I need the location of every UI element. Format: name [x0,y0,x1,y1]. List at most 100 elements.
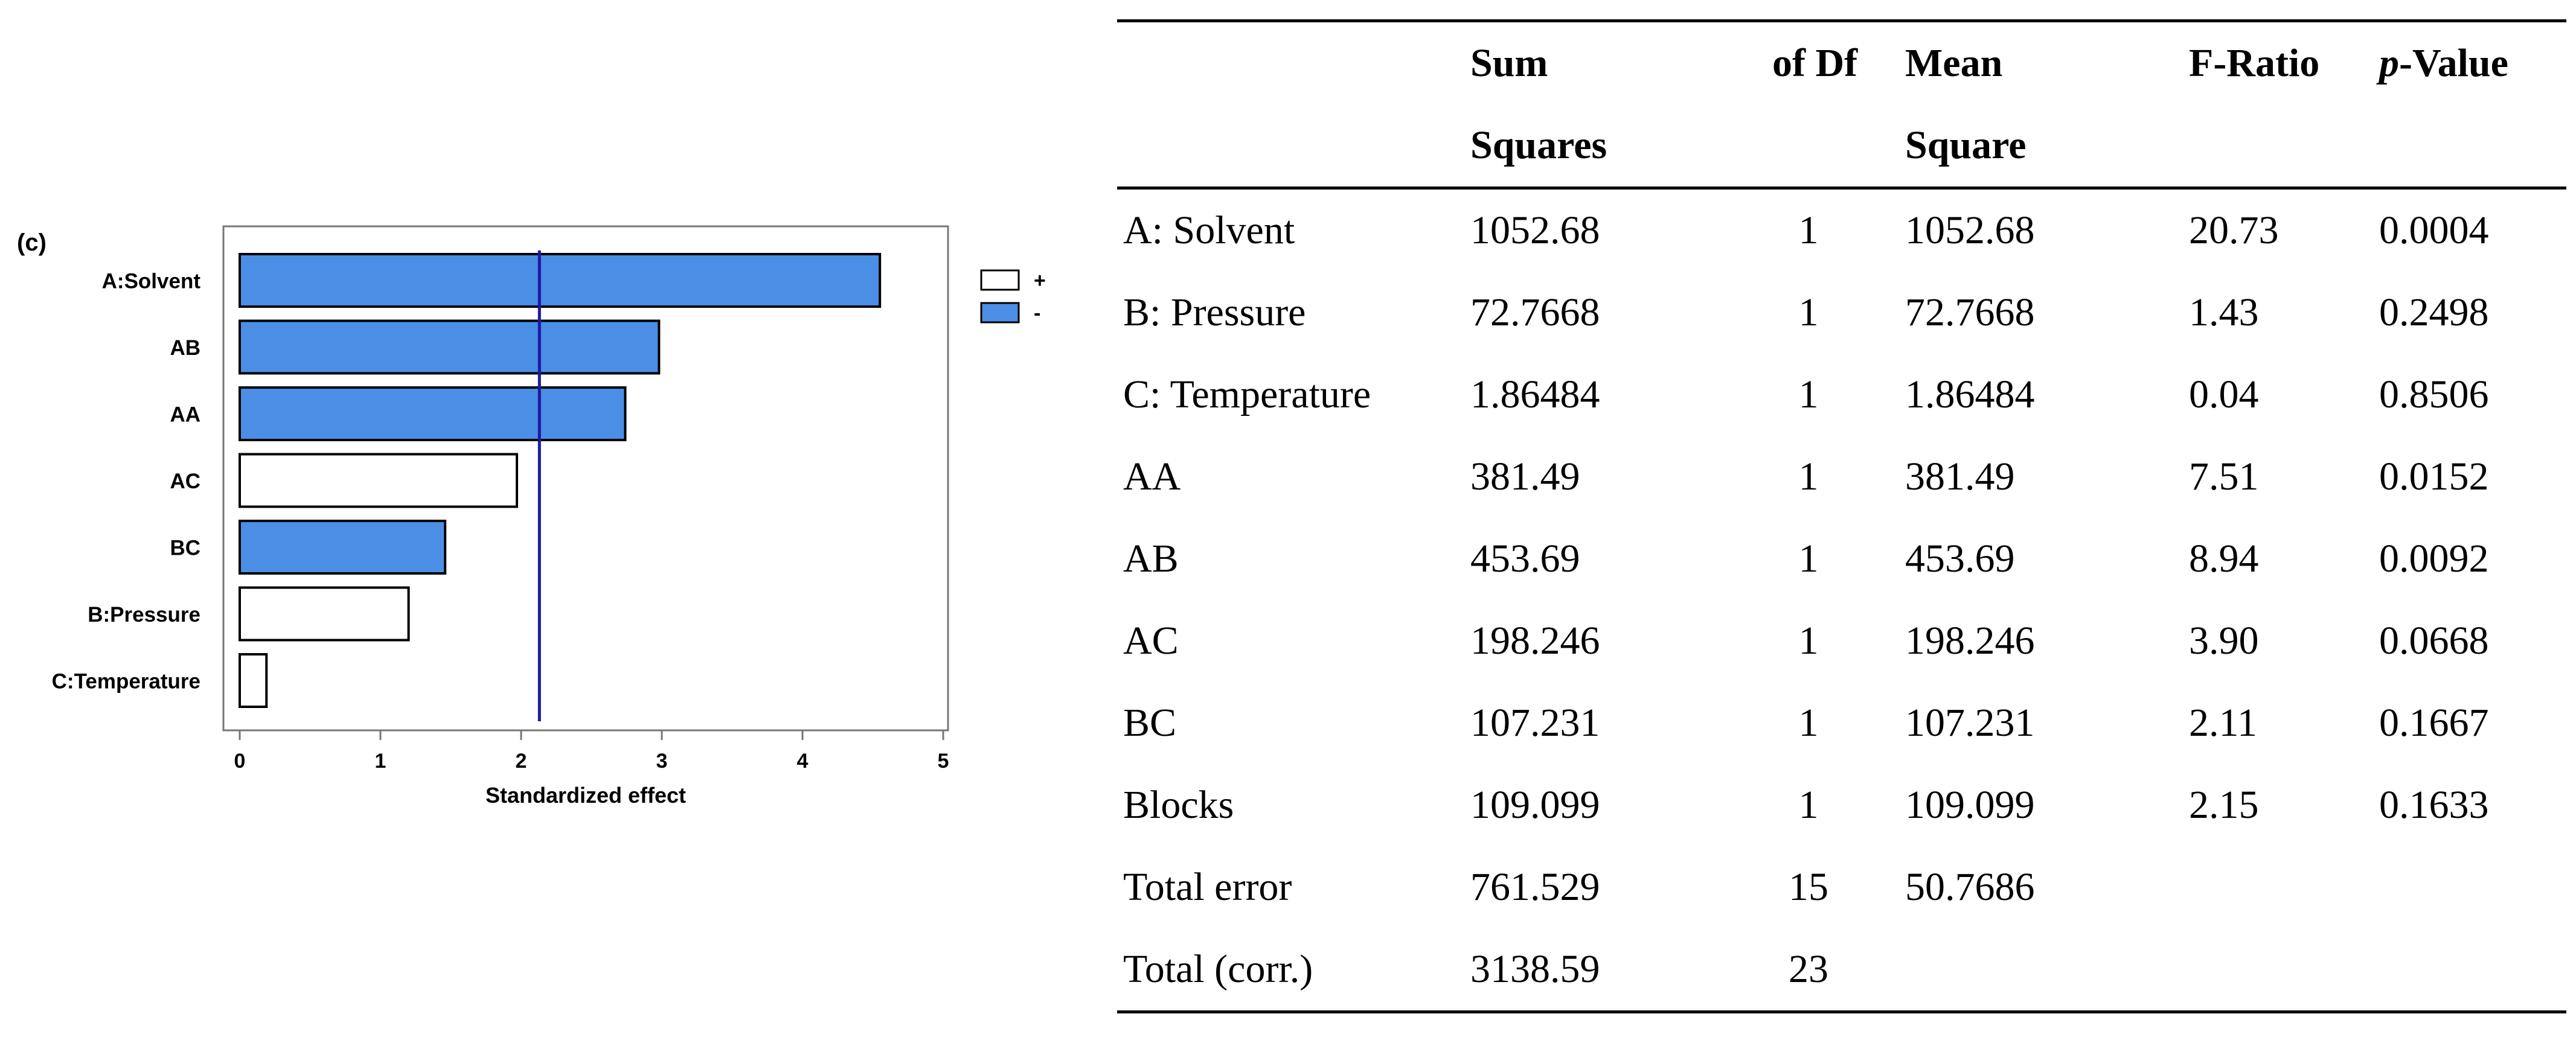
bar [239,586,410,642]
source-cell: BC [1123,701,1177,745]
x-axis-label: Standardized effect [485,783,686,808]
p-value-cell [2373,846,2566,928]
category-label: BC [170,537,200,560]
mean-square-cell: 381.49 [1905,455,2015,499]
f-ratio-cell: 20.73 [2189,208,2279,252]
sum-squares-cell: 109.099 [1470,783,1600,827]
sum-squares-cell: 72.7668 [1470,290,1600,334]
p-value-cell: 0.0004 [2379,208,2489,252]
anova-table-body: A: Solvent 1052.68 1 1052.68 20.73 0.0004 B: P… [1117,188,2566,1013]
f-ratio-cell: 8.94 [2189,537,2259,581]
plot-frame [222,225,949,732]
header-p-rest: -Value [2399,41,2508,85]
x-tick-label: 1 [375,750,386,773]
header-p-italic: p [2379,41,2399,85]
legend-positive-swatch [980,269,1020,291]
df-cell: 1 [1798,372,1819,416]
header-square: Square [1899,104,2183,190]
df-cell: 23 [1718,928,1899,1013]
table-row: Total error 761.529 15 50.7686 [1117,846,2566,928]
panel-label: (c) [17,229,46,256]
p-value-cell [2373,928,2566,1013]
category-label: B:Pressure [88,603,200,627]
bar [239,386,627,441]
f-ratio-cell: 1.43 [2189,290,2259,334]
sum-squares-cell: 1.86484 [1470,372,1600,416]
category-label: A:Solvent [102,270,201,293]
p-value-cell: 0.1667 [2379,701,2489,745]
f-ratio-cell: 3.90 [2189,619,2259,663]
f-ratio-cell: 2.11 [2189,701,2258,745]
table-row: AA 381.49 1 381.49 7.51 0.0152 [1117,436,2566,518]
table-row: B: Pressure 72.7668 1 72.7668 1.43 0.2498 [1117,272,2566,354]
header-mean: Mean [1899,19,2183,104]
anova-table: Sum of Df Mean F-Ratio p-Value Squares S… [1117,19,2566,1013]
header-squares: Squares [1464,104,1718,190]
bar [239,653,268,708]
mean-square-cell: 107.231 [1905,701,2035,745]
table-row: BC 107.231 1 107.231 2.11 0.1667 [1117,682,2566,764]
sum-squares-cell: 453.69 [1470,537,1580,581]
table-row: Total (corr.) 3138.59 23 [1117,928,2566,1013]
table-row: Blocks 109.099 1 109.099 2.15 0.1633 [1117,764,2566,846]
source-cell: Total (corr.) [1117,928,1464,1013]
header-sum: Sum [1464,19,1718,104]
sum-squares-cell: 381.49 [1470,455,1580,499]
table-row: AC 198.246 1 198.246 3.90 0.0668 [1117,600,2566,682]
header-p-value: p-Value [2373,19,2566,104]
source-cell: B: Pressure [1123,290,1306,334]
sum-squares-cell: 107.231 [1470,701,1600,745]
f-ratio-cell: 2.15 [2189,783,2259,827]
source-cell: Total error [1123,865,1292,909]
source-cell: AC [1123,619,1179,663]
df-cell: 1 [1798,208,1819,252]
mean-square-cell: 1052.68 [1905,208,2035,252]
mean-square-cell: 72.7668 [1905,290,2035,334]
legend-positive-label: + [1034,269,1046,292]
legend: + - [980,269,1046,325]
x-tick-label: 5 [938,750,949,773]
f-ratio-cell: 7.51 [2189,455,2259,499]
x-axis-ticks: 0 1 2 3 4 5 [234,730,949,773]
df-cell: 15 [1789,865,1828,909]
header-of-df: of Df [1718,19,1899,104]
df-cell: 1 [1798,537,1819,581]
p-value-cell: 0.2498 [2379,290,2489,334]
source-cell: AB [1123,537,1179,581]
mean-square-cell [1899,928,2183,1013]
sum-squares-cell: 1052.68 [1470,208,1600,252]
category-label: AB [170,336,200,360]
mean-square-cell: 198.246 [1905,619,2035,663]
legend-negative-swatch [980,302,1020,324]
f-ratio-cell [2183,846,2373,928]
mean-square-cell: 50.7686 [1905,865,2035,909]
p-value-cell: 0.1633 [2379,783,2489,827]
sum-squares-cell: 198.246 [1470,619,1600,663]
x-tick-label: 0 [234,750,246,773]
table-row: C: Temperature 1.86484 1 1.86484 0.04 0.8506 [1117,354,2566,436]
p-value-cell: 0.0668 [2379,619,2489,663]
table-row: A: Solvent 1052.68 1 1052.68 20.73 0.0004 [1117,188,2566,272]
pareto-chart: (c) A:Solvent AB AA AC BC B:Pressure C:Tempera… [17,225,1046,808]
f-ratio-cell: 0.04 [2189,372,2259,416]
p-value-cell: 0.0152 [2379,455,2489,499]
legend-negative-label: - [1034,302,1040,325]
header-source [1117,19,1464,104]
f-ratio-cell [2183,928,2373,1013]
p-value-cell: 0.8506 [2379,372,2489,416]
df-cell: 1 [1798,783,1819,827]
mean-square-cell: 453.69 [1905,537,2015,581]
bar [239,253,882,308]
bar [239,319,661,375]
source-cell: C: Temperature [1123,372,1371,416]
df-cell: 1 [1798,455,1819,499]
df-cell: 1 [1798,701,1819,745]
df-cell: 1 [1798,619,1819,663]
sum-squares-cell: 3138.59 [1464,928,1718,1013]
df-cell: 1 [1798,290,1819,334]
x-tick-label: 2 [516,750,527,773]
category-labels: A:Solvent AB AA AC BC B:Pressure C:Temperature [52,270,201,694]
x-tick-label: 4 [797,750,809,773]
bar [239,520,447,575]
source-cell: A: Solvent [1123,208,1295,252]
